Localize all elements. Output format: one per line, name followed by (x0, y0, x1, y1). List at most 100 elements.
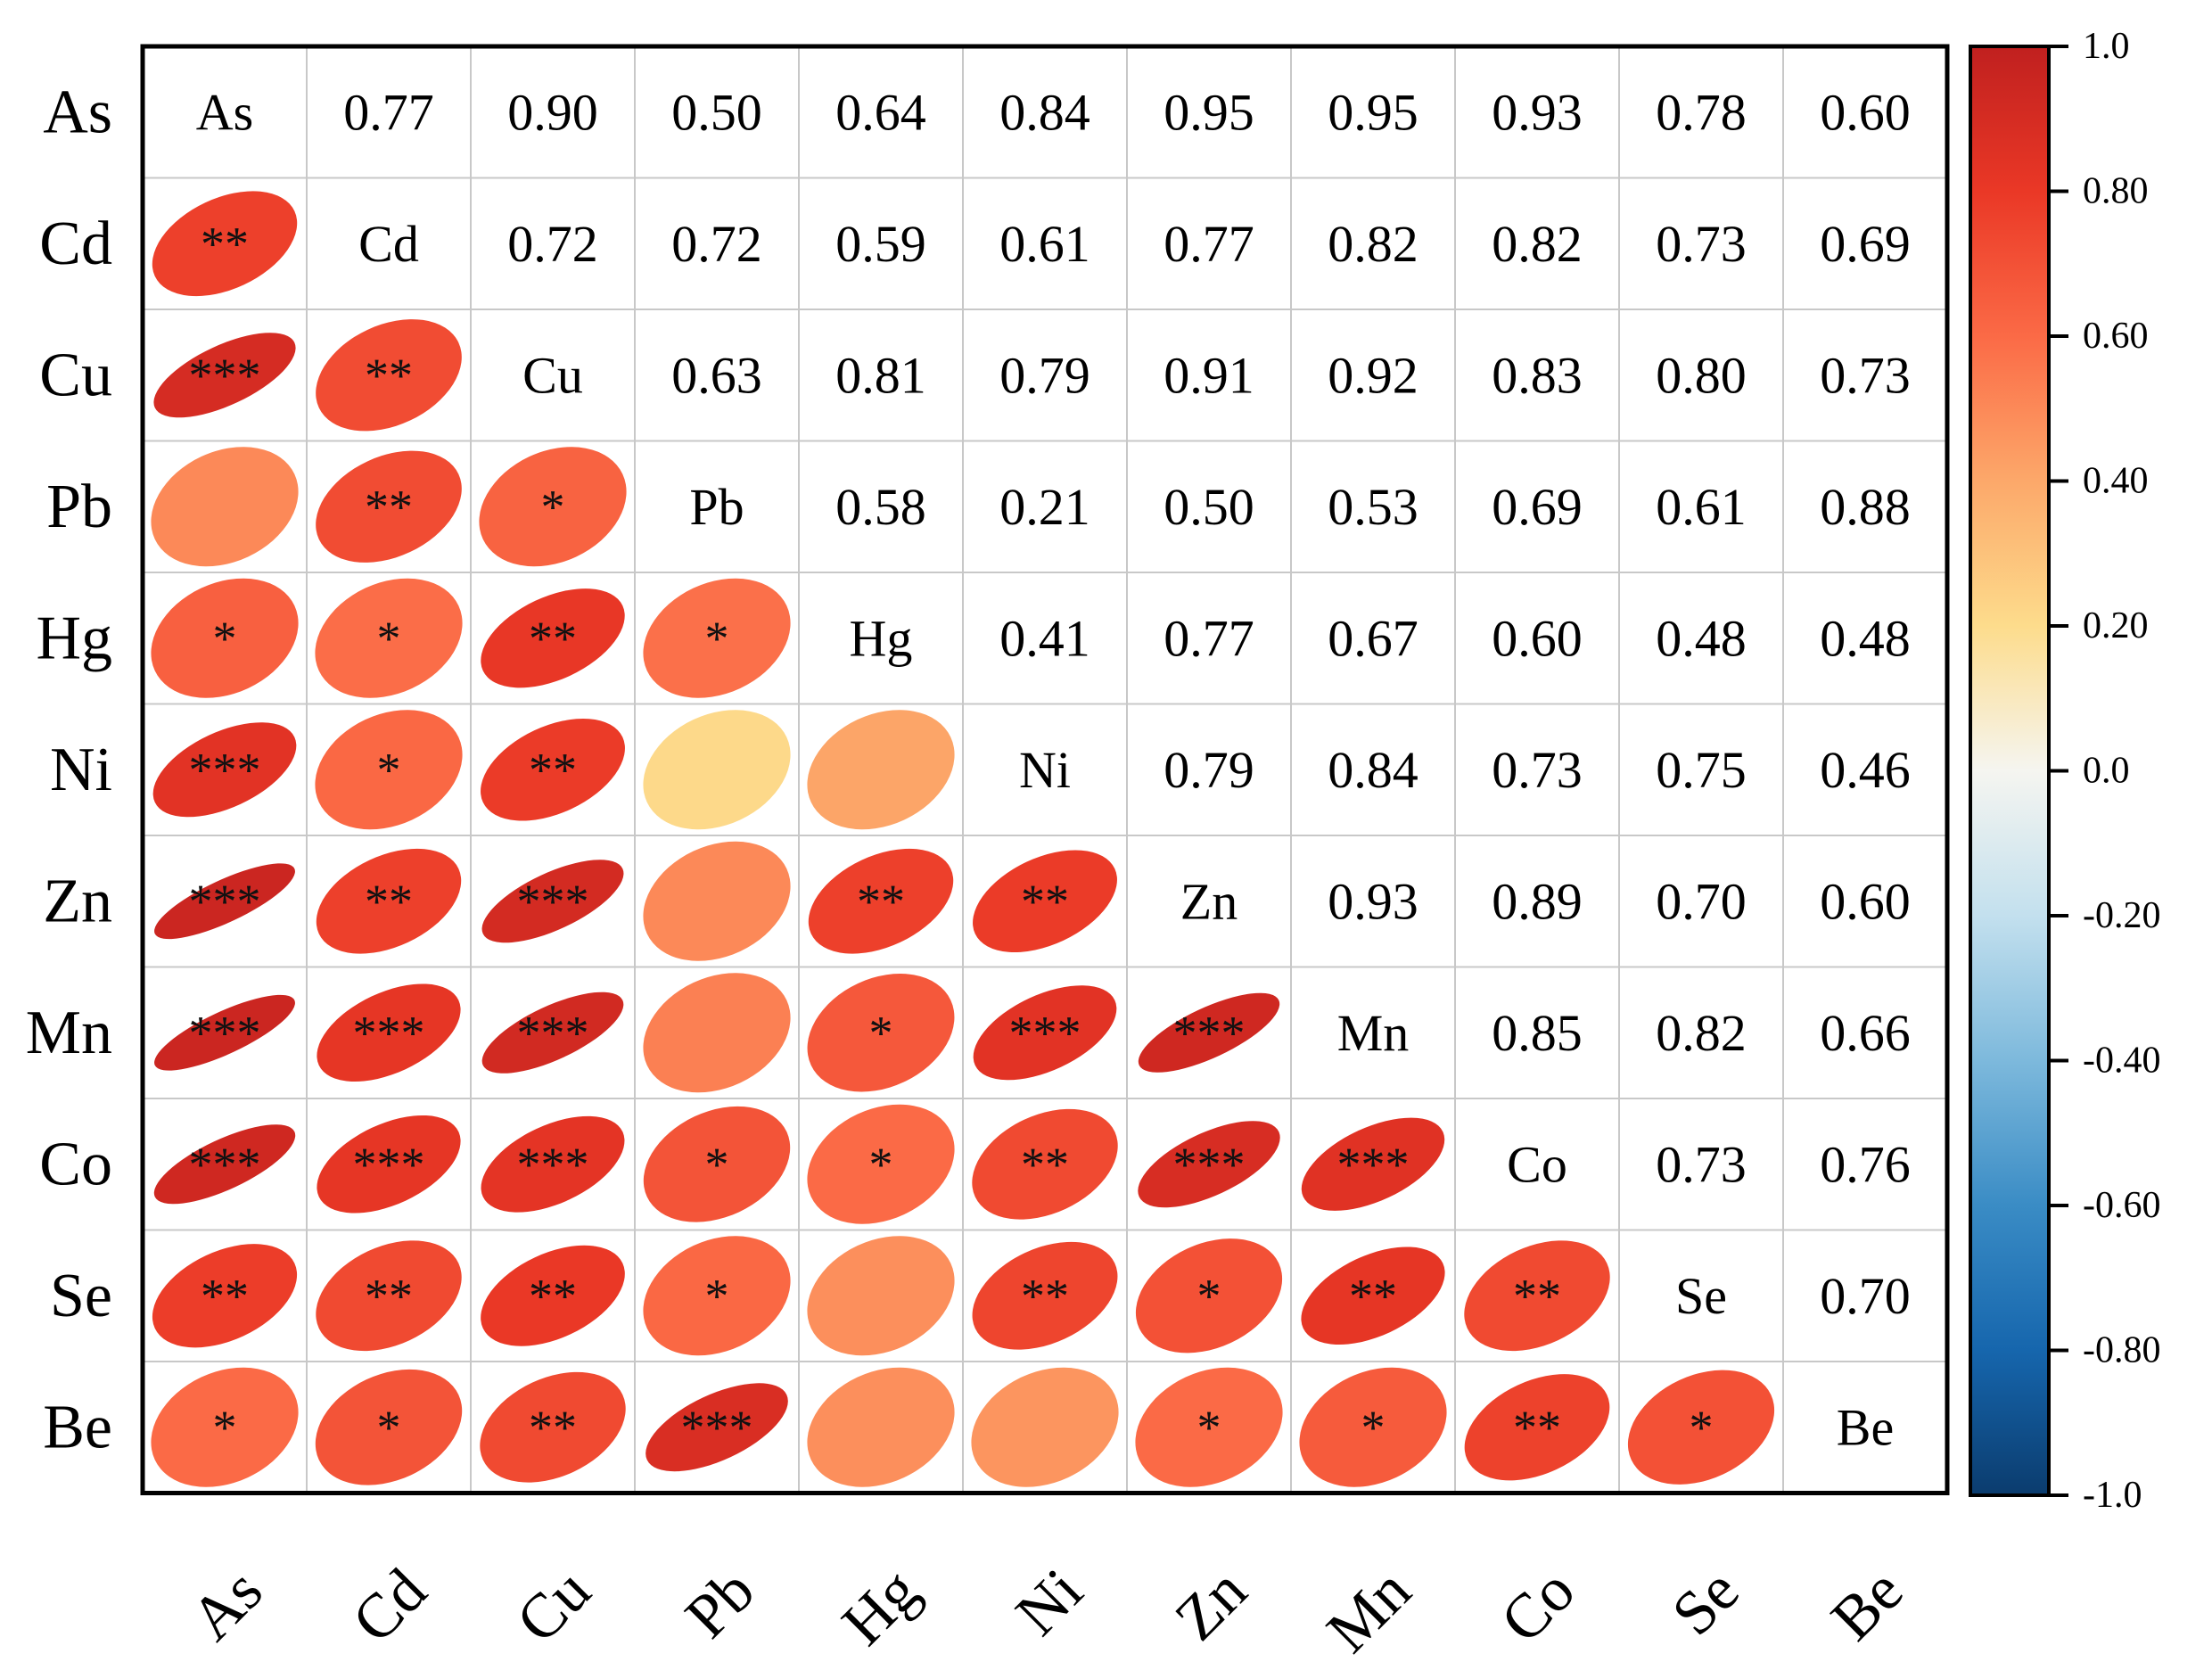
correlation-ellipse (807, 973, 955, 1092)
colorbar-tick-label: 0.60 (2083, 316, 2149, 357)
correlation-ellipse (481, 860, 624, 943)
significance-stars: * (869, 1006, 893, 1059)
correlation-value: 0.46 (1820, 741, 1911, 799)
correlation-ellipse (481, 1115, 625, 1213)
correlation-value: 0.50 (1164, 478, 1254, 536)
colorbar-tick-label: -0.20 (2083, 895, 2161, 936)
significance-stars: ** (1349, 1269, 1397, 1322)
significance-stars: ** (365, 1269, 413, 1322)
significance-stars: * (213, 1401, 237, 1454)
diagonal-label: Se (1675, 1267, 1727, 1325)
correlation-ellipse (643, 1106, 791, 1222)
correlation-value: 0.95 (1328, 83, 1418, 141)
significance-stars: * (1361, 1401, 1386, 1454)
correlation-ellipse (807, 1367, 955, 1487)
significance-stars: ** (365, 480, 413, 533)
significance-stars: *** (189, 743, 261, 796)
correlation-ellipse (1301, 1246, 1445, 1345)
colorbar: 1.0 0.80 0.60 0.40 0.20 0.0 -0.20 -0.40 -0.60 -0.… (1969, 26, 2161, 1516)
correlation-ellipse (971, 1367, 1119, 1487)
colorbar-tick-label: -1.0 (2083, 1475, 2142, 1516)
correlation-ellipse (1135, 1238, 1283, 1353)
correlation-ellipse (153, 333, 296, 418)
correlation-ellipse (480, 1371, 626, 1483)
row-label: Se (50, 1262, 112, 1330)
significance-stars: * (705, 612, 729, 665)
significance-stars: * (377, 743, 401, 796)
diagonal-label: As (196, 83, 253, 141)
correlation-value: 0.61 (1656, 478, 1747, 536)
correlation-ellipse (643, 841, 791, 961)
correlation-ellipse (807, 710, 955, 830)
significance-stars: *** (1337, 1138, 1410, 1191)
correlation-value: 0.61 (999, 215, 1090, 273)
column-label: Pb (672, 1556, 768, 1651)
correlation-ellipse (151, 578, 299, 698)
significance-stars: ** (529, 743, 577, 796)
colorbar-tick-label: -0.40 (2083, 1041, 2161, 1082)
correlation-ellipse (1464, 1240, 1610, 1352)
correlation-value: 0.53 (1328, 478, 1418, 536)
correlation-ellipse (152, 191, 298, 297)
correlation-ellipse (316, 319, 462, 432)
colorbar-tick-label: 0.40 (2083, 461, 2149, 502)
correlation-ellipse (316, 450, 462, 563)
correlation-value: 0.67 (1328, 609, 1418, 667)
significance-stars: * (213, 612, 237, 665)
diagonal-label: Cu (522, 346, 583, 404)
colorbar-tick-label: 0.20 (2083, 605, 2149, 646)
correlation-ellipse (973, 850, 1117, 953)
column-label: Be (1819, 1556, 1916, 1653)
diagonal-label: Be (1837, 1398, 1894, 1456)
column-label: Hg (829, 1556, 932, 1658)
correlation-value: 0.93 (1492, 83, 1583, 141)
correlation-ellipse (643, 578, 791, 698)
significance-stars: *** (353, 1138, 425, 1191)
significance-stars: ** (1513, 1401, 1561, 1454)
correlation-value: 0.58 (835, 478, 926, 536)
correlation-value: 0.73 (1656, 1135, 1747, 1193)
correlation-ellipse (643, 973, 791, 1093)
correlation-value: 0.77 (1164, 215, 1254, 273)
correlation-ellipse (1464, 1374, 1610, 1481)
colorbar-tick-label: 0.0 (2083, 751, 2130, 792)
correlation-ellipse (317, 983, 461, 1082)
correlation-value: 0.93 (1328, 872, 1418, 930)
correlation-ellipse (315, 710, 463, 830)
correlation-value: 0.82 (1492, 215, 1583, 273)
correlation-value: 0.79 (999, 346, 1090, 404)
correlation-value: 0.73 (1492, 741, 1583, 799)
correlation-value: 0.41 (999, 609, 1090, 667)
colorbar-tick-label: 1.0 (2083, 26, 2130, 67)
correlation-ellipse (1138, 1121, 1280, 1208)
grid-lines (143, 46, 1947, 1493)
row-label: Be (43, 1393, 112, 1461)
column-label: Zn (1163, 1556, 1260, 1653)
correlation-value: 0.73 (1656, 215, 1747, 273)
diagonal-label: Hg (850, 609, 913, 667)
significance-stars: *** (189, 1006, 261, 1059)
correlation-value: 0.90 (507, 83, 598, 141)
row-label: Hg (36, 604, 112, 672)
column-label: Cd (340, 1556, 440, 1656)
correlation-ellipse (315, 578, 463, 698)
significance-stars: ** (365, 875, 413, 928)
correlation-ellipse (481, 991, 624, 1074)
significance-stars: ** (857, 875, 905, 928)
column-label: Co (1488, 1556, 1588, 1656)
column-label: As (178, 1556, 275, 1653)
correlation-value: 0.63 (671, 346, 762, 404)
correlation-ellipse (316, 848, 462, 954)
row-label: Pb (46, 473, 112, 541)
correlation-value: 0.77 (343, 83, 434, 141)
correlation-ellipse (972, 1108, 1118, 1220)
correlation-value: 0.83 (1492, 346, 1583, 404)
correlation-value: 0.21 (999, 478, 1090, 536)
correlation-ellipse (808, 848, 954, 954)
colorbar-tick-label: 0.80 (2083, 171, 2149, 212)
correlation-ellipse (152, 722, 297, 818)
colorbar-tick-label: -0.60 (2083, 1185, 2161, 1226)
correlation-value: 0.48 (1820, 609, 1911, 667)
significance-stars: *** (1173, 1138, 1246, 1191)
colorbar-tick-label: -0.80 (2083, 1330, 2161, 1371)
